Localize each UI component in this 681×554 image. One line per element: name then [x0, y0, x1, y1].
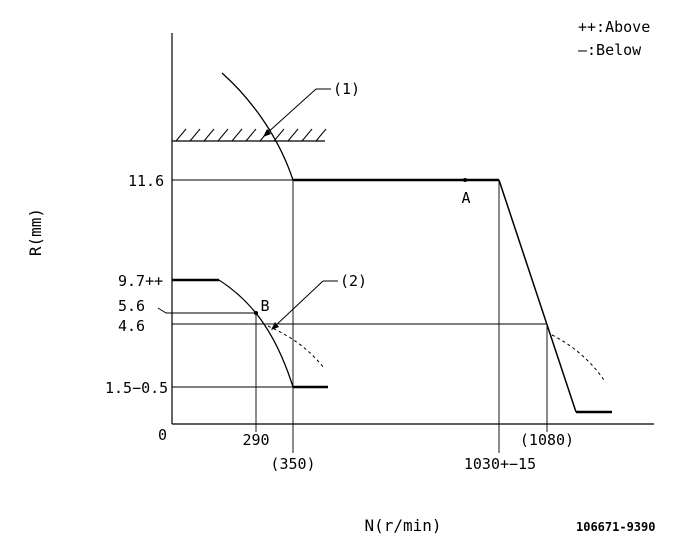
y-tick-1-5: 1.5−0.5: [105, 379, 168, 397]
y-tick-11-6: 11.6: [128, 172, 164, 190]
callout-1-leader: [264, 88, 331, 136]
y-tick-9-7: 9.7++: [118, 272, 163, 290]
y-axis-title: R(mm): [26, 208, 45, 256]
idle-dashed-extension: [267, 325, 325, 369]
guide-h-5-6: [157, 307, 256, 314]
governor-droop-line: [498, 179, 577, 413]
y-tick-5-6: 5.6: [118, 297, 145, 315]
callout-2-arrowhead: [271, 322, 279, 330]
x-axis-title: N(r/min): [364, 516, 441, 535]
origin-label: 0: [158, 426, 167, 444]
droop-dashed-extension: [551, 334, 605, 381]
dashed-extensions: [267, 325, 605, 381]
drawing-code: 106671-9390: [576, 520, 655, 534]
legend-below: —:Below: [578, 41, 642, 59]
callout-2-leader: [272, 280, 338, 329]
x-tick-350: (350): [270, 455, 315, 473]
y-tick-4-6: 4.6: [118, 317, 145, 335]
callout-1-arrowhead: [263, 129, 271, 137]
x-tick-290: 290: [242, 431, 269, 449]
full-load-curve: [221, 72, 612, 414]
callout-1-label: (1): [333, 80, 360, 98]
point-b-marker: [254, 311, 258, 315]
upper-curve-arc: [221, 72, 294, 181]
x-tick-1030: 1030+−15: [464, 455, 536, 473]
stopper-hatch: [172, 128, 327, 142]
idle-arc: [218, 279, 294, 388]
point-a-marker: [463, 178, 467, 182]
x-tick-1080: (1080): [520, 431, 574, 449]
callout-2-label: (2): [340, 272, 367, 290]
point-b-label: B: [260, 297, 269, 315]
guide-lines: [157, 179, 548, 453]
point-a-label: A: [461, 189, 470, 207]
legend-above: ++:Above: [578, 18, 650, 36]
idle-curve: [172, 278, 328, 389]
